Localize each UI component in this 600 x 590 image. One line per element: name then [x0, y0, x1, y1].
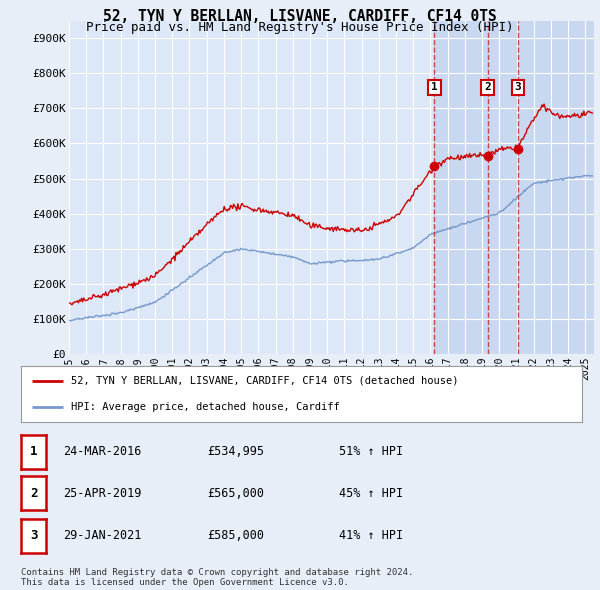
Text: 52, TYN Y BERLLAN, LISVANE, CARDIFF, CF14 0TS: 52, TYN Y BERLLAN, LISVANE, CARDIFF, CF1… [103, 9, 497, 24]
Text: 29-JAN-2021: 29-JAN-2021 [63, 529, 142, 542]
Text: 51% ↑ HPI: 51% ↑ HPI [339, 445, 403, 458]
Text: 52, TYN Y BERLLAN, LISVANE, CARDIFF, CF14 0TS (detached house): 52, TYN Y BERLLAN, LISVANE, CARDIFF, CF1… [71, 376, 459, 386]
Text: 41% ↑ HPI: 41% ↑ HPI [339, 529, 403, 542]
Text: £585,000: £585,000 [207, 529, 264, 542]
Text: 2: 2 [484, 83, 491, 92]
Text: 25-APR-2019: 25-APR-2019 [63, 487, 142, 500]
Text: HPI: Average price, detached house, Cardiff: HPI: Average price, detached house, Card… [71, 402, 340, 412]
Text: £534,995: £534,995 [207, 445, 264, 458]
Text: 24-MAR-2016: 24-MAR-2016 [63, 445, 142, 458]
Text: £565,000: £565,000 [207, 487, 264, 500]
Text: 45% ↑ HPI: 45% ↑ HPI [339, 487, 403, 500]
Text: Price paid vs. HM Land Registry's House Price Index (HPI): Price paid vs. HM Land Registry's House … [86, 21, 514, 34]
Bar [434, 21, 600, 354]
Text: 3: 3 [30, 529, 37, 542]
Text: Contains HM Land Registry data © Crown copyright and database right 2024.
This d: Contains HM Land Registry data © Crown c… [21, 568, 413, 587]
Text: 1: 1 [431, 83, 438, 92]
Text: 2: 2 [30, 487, 37, 500]
Text: 3: 3 [515, 83, 521, 92]
Text: 1: 1 [30, 445, 37, 458]
